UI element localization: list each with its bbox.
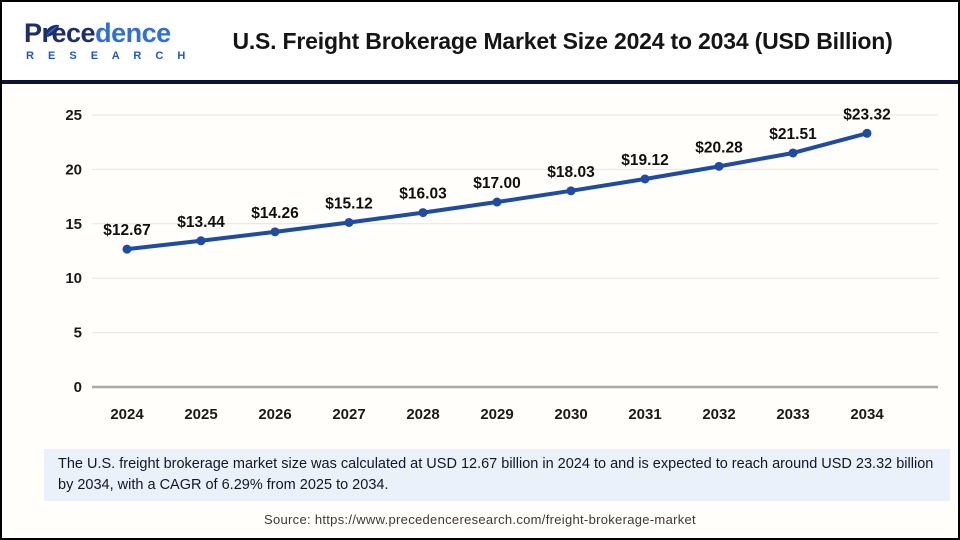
data-point-marker <box>788 148 798 158</box>
data-point-label: $17.00 <box>473 175 520 192</box>
x-axis-tick-label: 2026 <box>258 406 291 423</box>
summary-note-text: The U.S. freight brokerage market size w… <box>58 456 934 493</box>
x-axis-tick-label: 2030 <box>554 406 587 423</box>
header-divider <box>2 80 958 84</box>
logo-wordmark: Precedence <box>24 20 197 47</box>
y-axis-tick-label: 20 <box>65 161 82 178</box>
precedence-research-logo: Precedence R E S E A R C H <box>2 20 197 62</box>
x-axis-tick-label: 2027 <box>332 406 365 423</box>
data-point-marker <box>344 217 354 227</box>
x-axis-tick-label: 2034 <box>850 406 884 423</box>
logo-research-label: R E S E A R C H <box>26 50 191 62</box>
data-point-marker <box>714 161 724 171</box>
data-point-marker <box>270 227 280 237</box>
data-point-marker <box>640 174 650 184</box>
data-point-label: $15.12 <box>325 195 372 212</box>
data-point-label: $14.26 <box>251 205 299 222</box>
y-axis-tick-label: 15 <box>65 216 82 233</box>
x-axis-tick-label: 2031 <box>628 406 661 423</box>
x-axis-tick-label: 2024 <box>110 406 144 423</box>
data-point-label: $12.67 <box>103 222 150 239</box>
data-point-marker <box>862 128 872 138</box>
logo-text-dark: Prece <box>24 18 96 48</box>
x-axis-tick-label: 2025 <box>184 406 217 423</box>
data-point-label: $23.32 <box>843 106 890 123</box>
x-axis-tick-label: 2029 <box>480 406 513 423</box>
data-point-marker <box>566 186 576 196</box>
leaf-icon <box>45 24 59 37</box>
x-axis-tick-label: 2033 <box>776 406 809 423</box>
x-axis-tick-label: 2028 <box>406 406 439 423</box>
data-point-label: $16.03 <box>399 186 447 203</box>
data-point-label: $18.03 <box>547 164 595 181</box>
y-axis-tick-label: 0 <box>74 379 82 396</box>
y-axis-tick-label: 5 <box>74 325 82 342</box>
data-point-label: $21.51 <box>769 126 817 143</box>
data-point-label: $13.44 <box>177 214 225 231</box>
logo-text-light: dence <box>95 18 171 48</box>
x-axis-tick-label: 2032 <box>702 406 735 423</box>
data-point-marker <box>122 244 132 254</box>
data-point-marker <box>492 197 502 207</box>
summary-note: The U.S. freight brokerage market size w… <box>44 449 950 501</box>
source-line: Source: https://www.precedenceresearch.c… <box>264 512 696 527</box>
header: Precedence R E S E A R C H U.S. Freight … <box>2 2 958 80</box>
y-axis-tick-label: 10 <box>65 270 82 287</box>
line-chart: 0 5 10 15 20 25 2024 2025 2026 2027 2028 2029 2030 20… <box>2 84 958 439</box>
data-point-marker <box>196 236 206 246</box>
data-point-label: $19.12 <box>621 152 668 169</box>
data-point-label: $20.28 <box>695 139 743 156</box>
chart-title: U.S. Freight Brokerage Market Size 2024 … <box>232 27 893 54</box>
y-axis-tick-label: 25 <box>65 107 82 124</box>
data-point-marker <box>418 208 428 218</box>
